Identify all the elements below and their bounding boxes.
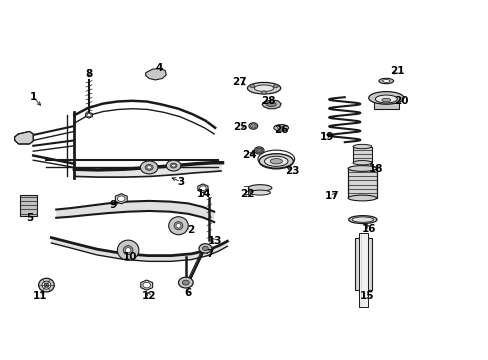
Circle shape [117,196,125,202]
Ellipse shape [374,95,396,103]
Ellipse shape [170,163,177,168]
Ellipse shape [382,80,389,82]
Polygon shape [74,163,222,177]
Text: 17: 17 [325,191,339,201]
Ellipse shape [249,190,270,195]
Circle shape [202,246,208,251]
Ellipse shape [348,216,376,224]
Bar [347,168,376,198]
Ellipse shape [42,281,51,289]
Ellipse shape [117,240,139,260]
Ellipse shape [123,246,133,255]
Text: 25: 25 [233,122,247,132]
Ellipse shape [352,144,371,149]
Ellipse shape [140,161,158,174]
Circle shape [142,282,150,288]
Ellipse shape [247,82,280,94]
Circle shape [261,91,266,94]
Ellipse shape [381,98,390,102]
Text: 5: 5 [26,213,33,223]
Text: 21: 21 [389,66,404,76]
Ellipse shape [351,217,373,222]
Circle shape [182,280,189,285]
Text: 7: 7 [206,249,214,259]
Text: 19: 19 [319,132,333,142]
Polygon shape [198,184,207,193]
Bar [20,195,37,216]
Ellipse shape [174,222,183,230]
Text: 10: 10 [122,252,137,262]
Ellipse shape [254,147,264,154]
Ellipse shape [368,91,403,104]
Circle shape [249,84,254,88]
Text: 26: 26 [273,125,288,135]
Polygon shape [85,112,92,118]
Ellipse shape [168,217,188,235]
Text: 6: 6 [184,288,191,298]
Text: 3: 3 [177,177,184,187]
Ellipse shape [277,126,284,129]
Text: 12: 12 [142,291,156,301]
Text: 23: 23 [285,166,299,176]
Circle shape [255,148,262,153]
Polygon shape [141,280,152,290]
Polygon shape [262,100,281,109]
Text: 8: 8 [85,69,92,79]
Polygon shape [145,68,166,80]
Ellipse shape [248,123,257,129]
Text: 9: 9 [110,200,117,210]
Polygon shape [15,131,33,144]
Ellipse shape [378,78,393,84]
Circle shape [178,277,193,288]
Text: 13: 13 [207,236,222,246]
Text: 15: 15 [359,291,373,301]
Text: 22: 22 [239,189,254,199]
Ellipse shape [347,166,376,171]
Circle shape [199,244,211,253]
Text: 11: 11 [33,291,47,301]
Circle shape [87,114,91,117]
Text: 14: 14 [197,189,211,199]
Ellipse shape [254,85,273,91]
Circle shape [250,124,256,128]
Text: 20: 20 [393,96,407,106]
Ellipse shape [125,248,131,253]
Ellipse shape [259,154,293,169]
Text: 27: 27 [232,77,246,87]
Ellipse shape [269,158,282,164]
Text: 24: 24 [242,150,256,160]
Bar [358,233,367,307]
Text: 16: 16 [361,224,376,234]
Ellipse shape [347,195,376,201]
Ellipse shape [171,164,175,167]
Ellipse shape [146,166,151,169]
Ellipse shape [145,165,153,170]
Ellipse shape [266,102,276,107]
Bar [352,147,371,163]
Text: 18: 18 [368,164,383,174]
Ellipse shape [39,278,54,292]
Ellipse shape [248,185,271,191]
Ellipse shape [176,224,181,228]
Ellipse shape [273,125,288,131]
Bar [354,238,371,290]
Circle shape [278,126,283,130]
Text: 4: 4 [155,63,163,73]
Circle shape [273,84,278,88]
Polygon shape [115,194,127,204]
Text: 28: 28 [260,96,275,106]
Ellipse shape [166,160,181,171]
Bar [373,98,398,109]
Ellipse shape [352,161,371,165]
Circle shape [199,186,206,191]
Text: 2: 2 [187,225,194,235]
Ellipse shape [264,156,287,166]
Polygon shape [56,201,214,222]
Text: 1: 1 [30,92,37,102]
Polygon shape [51,238,227,261]
Ellipse shape [44,283,49,287]
